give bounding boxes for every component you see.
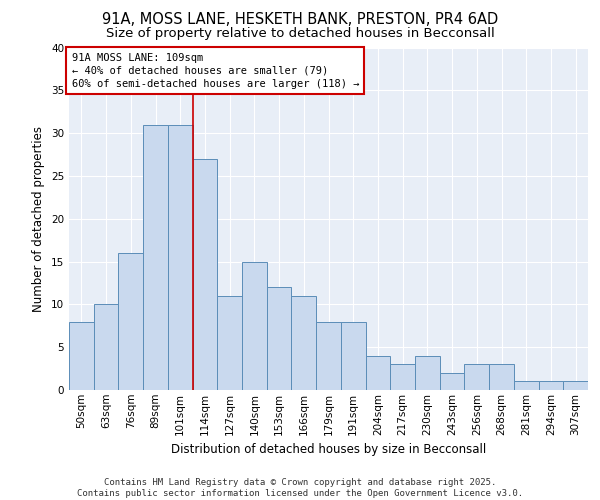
Bar — [341, 322, 365, 390]
Bar — [464, 364, 489, 390]
Bar — [489, 364, 514, 390]
Text: 91A, MOSS LANE, HESKETH BANK, PRESTON, PR4 6AD: 91A, MOSS LANE, HESKETH BANK, PRESTON, P… — [102, 12, 498, 28]
Text: Size of property relative to detached houses in Becconsall: Size of property relative to detached ho… — [106, 28, 494, 40]
Bar — [539, 382, 563, 390]
Bar — [365, 356, 390, 390]
Bar — [316, 322, 341, 390]
Y-axis label: Number of detached properties: Number of detached properties — [32, 126, 46, 312]
X-axis label: Distribution of detached houses by size in Becconsall: Distribution of detached houses by size … — [171, 443, 486, 456]
Bar — [415, 356, 440, 390]
Bar — [143, 124, 168, 390]
Bar — [193, 159, 217, 390]
Bar — [217, 296, 242, 390]
Text: Contains HM Land Registry data © Crown copyright and database right 2025.
Contai: Contains HM Land Registry data © Crown c… — [77, 478, 523, 498]
Bar — [94, 304, 118, 390]
Text: 91A MOSS LANE: 109sqm
← 40% of detached houses are smaller (79)
60% of semi-deta: 91A MOSS LANE: 109sqm ← 40% of detached … — [71, 52, 359, 89]
Bar — [242, 262, 267, 390]
Bar — [514, 382, 539, 390]
Bar — [563, 382, 588, 390]
Bar — [390, 364, 415, 390]
Bar — [267, 287, 292, 390]
Bar — [118, 253, 143, 390]
Bar — [440, 373, 464, 390]
Bar — [69, 322, 94, 390]
Bar — [292, 296, 316, 390]
Bar — [168, 124, 193, 390]
